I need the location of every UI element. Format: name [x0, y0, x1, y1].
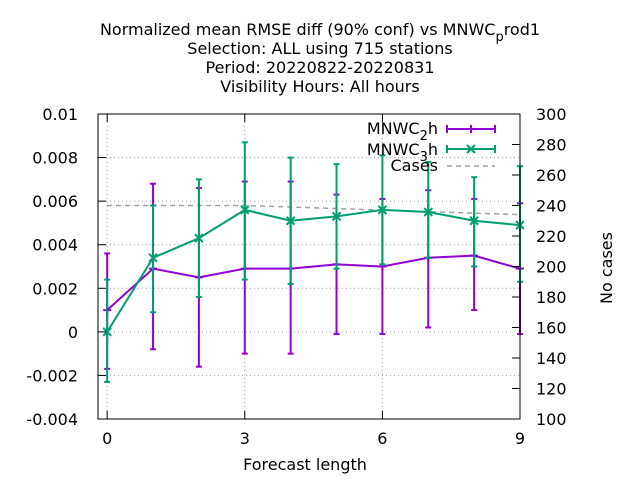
data-point	[148, 253, 158, 263]
legend-sample-mnwc3h	[446, 144, 496, 154]
y2-tick-label: 240	[536, 197, 567, 216]
series-mnwc3h	[102, 141, 525, 383]
cases-series	[106, 204, 521, 216]
legend-label-cases: Cases	[391, 156, 439, 175]
y2-tick-label: 160	[536, 319, 567, 338]
y2-tick-label: 300	[536, 105, 567, 124]
legend-marker	[466, 144, 476, 154]
y-tick-label: -0.002	[26, 366, 78, 385]
y2-tick-label: 200	[536, 258, 567, 277]
y2-tick-label: 280	[536, 136, 567, 155]
series-line	[106, 208, 521, 333]
y2-tick-label: 100	[536, 410, 567, 429]
legend-entry-mnwc2h: MNWC2h	[367, 119, 496, 144]
data-point	[240, 205, 250, 215]
y2-tick-label: 180	[536, 288, 567, 307]
x-tick-label: 0	[102, 429, 112, 448]
y-tick-label: 0	[68, 323, 78, 342]
data-point	[331, 211, 342, 222]
legend-sample-mnwc2h	[446, 125, 496, 133]
series-mnwc2h	[103, 180, 524, 370]
data-point	[102, 327, 112, 337]
y-tick-labels: -0.004 -0.002 0 0.002 0.004 0.006 0.008 0.01	[26, 105, 78, 429]
y2-tick-label: 140	[536, 349, 567, 368]
y2-tick-label: 120	[536, 380, 567, 399]
y2-axis-label: No cases	[597, 232, 616, 304]
y2-tick-label: 260	[536, 166, 567, 185]
y-tick-label: 0.01	[42, 105, 78, 124]
legend: MNWC2h MNWC3h Cases	[367, 119, 496, 175]
legend-marker	[467, 125, 475, 133]
chart-title: Normalized mean RMSE diff (90% conf) vs …	[100, 20, 540, 96]
y-tick-label: 0.004	[32, 236, 78, 255]
x-axis-label: Forecast length	[243, 455, 367, 474]
axis-ticks	[98, 113, 521, 420]
legend-label-mnwc2h: MNWC2h	[367, 119, 438, 144]
y-tick-label: 0.006	[32, 192, 78, 211]
data-point	[377, 205, 388, 215]
legend-entry-cases: Cases	[391, 156, 495, 175]
y-tick-label: 0.008	[32, 149, 78, 168]
y-tick-label: 0.002	[32, 279, 78, 298]
series-line	[106, 254, 521, 311]
x-tick-label: 9	[515, 429, 525, 448]
legend-entry-mnwc3h: MNWC3h	[367, 140, 496, 165]
data-point	[194, 233, 204, 243]
data-point	[469, 216, 479, 226]
title-line-2: Selection: ALL using 715 stations	[187, 39, 452, 58]
title-line-1: Normalized mean RMSE diff (90% conf) vs …	[100, 20, 540, 45]
series-layer	[102, 141, 525, 383]
x-tick-labels: 0 3 6 9	[102, 429, 525, 448]
y2-tick-labels: 100 120 140 160 180 200 220 240 260 280 300	[536, 105, 567, 429]
x-tick-label: 6	[377, 429, 387, 448]
y2-tick-label: 220	[536, 227, 567, 246]
legend-label-mnwc3h: MNWC3h	[367, 140, 438, 165]
x-tick-label: 3	[240, 429, 250, 448]
y-tick-label: -0.004	[26, 410, 78, 429]
data-point	[285, 216, 296, 226]
cases-point	[106, 204, 108, 207]
data-point	[423, 207, 433, 217]
title-line-3: Period: 20220822-20220831	[205, 58, 434, 77]
cases-line	[107, 204, 521, 216]
title-line-4: Visibility Hours: All hours	[220, 77, 419, 96]
